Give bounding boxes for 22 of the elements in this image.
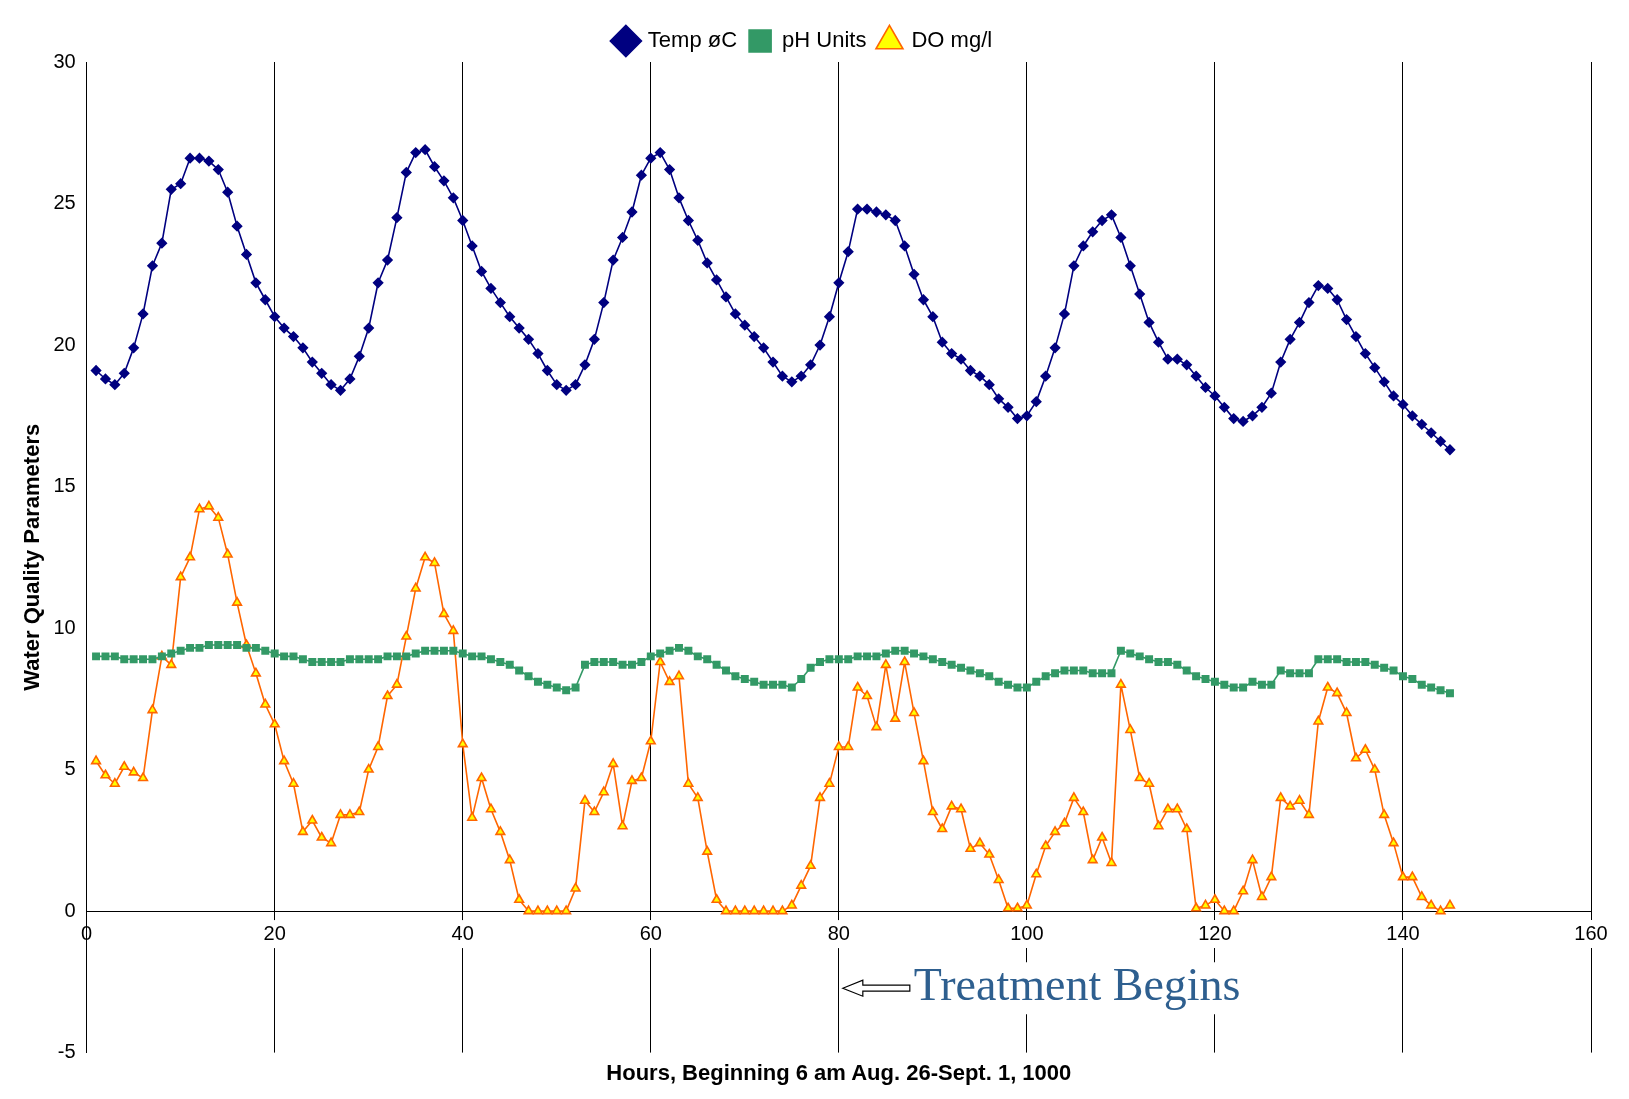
y-tick-label: 0: [64, 898, 76, 921]
x-tick-label: 40: [451, 921, 474, 944]
x-tick-label: 60: [639, 921, 662, 944]
x-tick-label: 140: [1386, 921, 1420, 944]
y-tick-label: 25: [53, 191, 76, 214]
annotation: Treatment Begins: [913, 959, 1241, 1011]
y-tick-label: 10: [53, 615, 76, 638]
legend-label: Temp øC: [647, 27, 738, 53]
y-tick-label: 20: [53, 332, 76, 355]
x-tick-label: 20: [263, 921, 286, 944]
y-tick-label: -5: [57, 1040, 76, 1063]
x-tick-label: 100: [1010, 921, 1044, 944]
y-tick-label: 5: [64, 757, 76, 780]
legend-label: pH Units: [782, 27, 867, 53]
x-tick-label: 160: [1574, 921, 1608, 944]
y-axis-title: Water Quality Parameters: [19, 423, 45, 691]
y-tick-label: 30: [53, 49, 76, 72]
x-tick-label: 120: [1198, 921, 1232, 944]
y-tick-label: 15: [53, 474, 76, 497]
x-axis-title: Hours, Beginning 6 am Aug. 26-Sept. 1, 1000: [606, 1059, 1072, 1085]
legend-label: DO mg/l: [911, 27, 993, 53]
x-tick-label: 80: [827, 921, 850, 944]
